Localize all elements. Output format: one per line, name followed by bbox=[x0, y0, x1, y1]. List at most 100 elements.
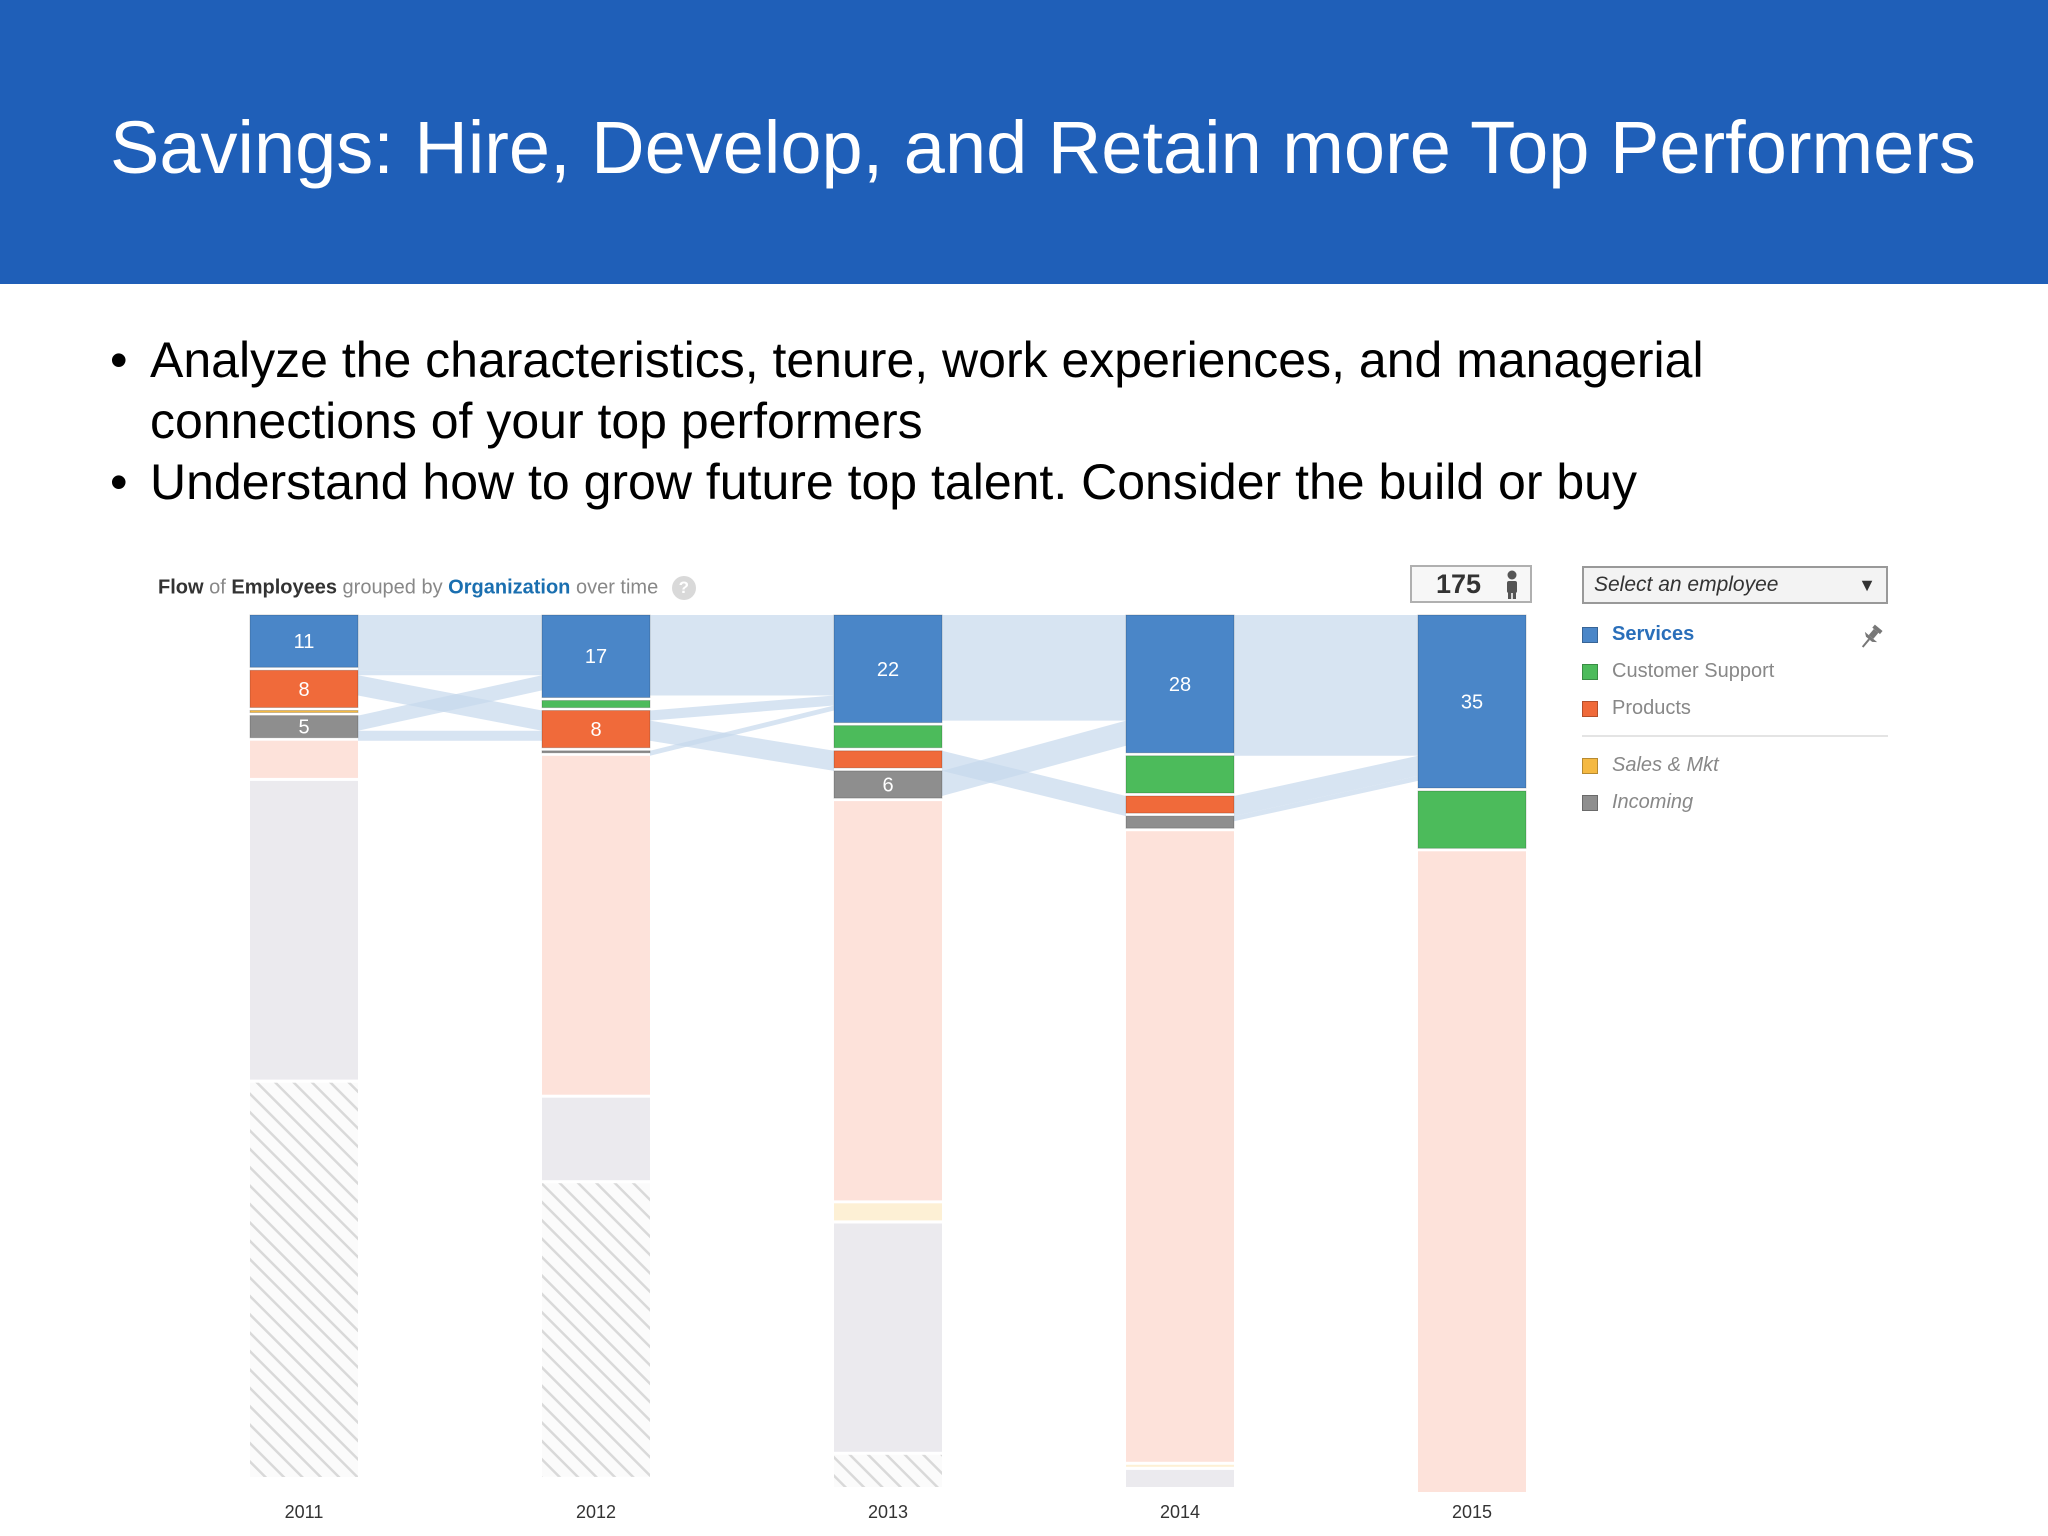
x-tick-label: 2015 bbox=[1452, 1502, 1492, 1522]
help-icon[interactable]: ? bbox=[671, 576, 696, 600]
bar-segment-customer-support-2013[interactable] bbox=[833, 725, 943, 749]
flow-band[interactable] bbox=[650, 615, 834, 696]
bar-value-label: 11 bbox=[294, 631, 315, 653]
bar-segment-products-2012[interactable] bbox=[542, 755, 650, 1095]
bullet-dot: • bbox=[110, 454, 128, 510]
bar-value-label: 8 bbox=[298, 679, 309, 701]
bullet-text: Understand how to grow future top talent… bbox=[150, 454, 1637, 510]
bar-segment-products-2015[interactable] bbox=[1418, 851, 1526, 1492]
bar-segment-incoming-2013[interactable] bbox=[833, 770, 943, 799]
total-count: 175 bbox=[1436, 569, 1482, 599]
employee-select-label: Select an employee bbox=[1594, 573, 1779, 596]
bar-segment-not-yet-hired-2012[interactable] bbox=[542, 1183, 650, 1477]
flow-band[interactable] bbox=[358, 615, 542, 671]
bullet-dot: • bbox=[110, 332, 128, 388]
bar-segment-sales-mkt-2014[interactable] bbox=[1126, 1464, 1234, 1467]
bar-segment-incoming-2012[interactable] bbox=[542, 1097, 650, 1181]
bar-segment-incoming-2011[interactable] bbox=[250, 780, 358, 1080]
legend-label: Customer Support bbox=[1612, 660, 1775, 682]
legend-item-incoming[interactable]: Incoming bbox=[1582, 784, 1888, 821]
flow-band[interactable] bbox=[1234, 755, 1418, 817]
legend-swatch bbox=[1582, 664, 1598, 680]
legend-item-sales-mkt[interactable]: Sales & Mkt bbox=[1582, 747, 1888, 784]
bar-value-label: 22 bbox=[877, 659, 899, 681]
legend: Services Customer Support Products Sales… bbox=[1582, 616, 1888, 821]
chevron-down-icon: ▼ bbox=[1858, 575, 1876, 595]
bar-segment-products-2014[interactable] bbox=[1126, 831, 1234, 1462]
legend-swatch bbox=[1582, 627, 1598, 643]
bar-segment-products-2011[interactable] bbox=[249, 669, 359, 708]
total-count-badge: 175 bbox=[1410, 565, 1532, 603]
bar-segment-incoming-2014[interactable] bbox=[1125, 815, 1235, 829]
bar-segment-sales-mkt-2013[interactable] bbox=[834, 1203, 942, 1221]
bar-segment-customer-support-2015[interactable] bbox=[1417, 790, 1527, 849]
employee-select[interactable]: Select an employee ▼ bbox=[1582, 566, 1888, 604]
heading-word: of bbox=[209, 576, 226, 599]
bar-segment-customer-support-2014[interactable] bbox=[1125, 755, 1235, 794]
bar-segment-products-2013[interactable] bbox=[833, 750, 943, 769]
legend-item-services[interactable]: Services bbox=[1582, 616, 1888, 653]
legend-item-customer-support[interactable]: Customer Support bbox=[1582, 653, 1888, 690]
bar-segment-incoming-2012[interactable] bbox=[541, 750, 651, 754]
bar-segment-products-2012[interactable] bbox=[541, 710, 651, 749]
x-tick-label: 2013 bbox=[868, 1502, 908, 1522]
legend-swatch bbox=[1582, 795, 1598, 811]
bar-segment-not-yet-hired-2011[interactable] bbox=[250, 1082, 358, 1477]
legend-label: Incoming bbox=[1612, 791, 1694, 813]
flow-band[interactable] bbox=[358, 670, 542, 676]
bar-segment-services-2011[interactable] bbox=[249, 614, 359, 668]
slide-header: Savings: Hire, Develop, and Retain more … bbox=[0, 0, 2048, 284]
legend-swatch bbox=[1582, 701, 1598, 717]
bar-segment-services-2014[interactable] bbox=[1125, 614, 1235, 754]
bar-value-label: 17 bbox=[585, 646, 607, 668]
bar-value-label: 8 bbox=[590, 719, 601, 741]
flow-band[interactable] bbox=[650, 705, 834, 756]
bar-segment-services-2013[interactable] bbox=[833, 614, 943, 724]
bullet-text: Analyze the characteristics, tenure, wor… bbox=[150, 332, 1704, 449]
x-tick-label: 2014 bbox=[1160, 1502, 1200, 1522]
person-icon bbox=[1507, 570, 1517, 599]
bar-value-label: 35 bbox=[1461, 692, 1483, 714]
x-tick-label: 2011 bbox=[285, 1502, 324, 1522]
bar-segment-sales-mkt-2011[interactable] bbox=[249, 710, 359, 713]
x-tick-label: 2012 bbox=[576, 1502, 616, 1522]
bar-segment-incoming-2011[interactable] bbox=[249, 715, 359, 739]
flow-band[interactable] bbox=[1234, 615, 1418, 756]
pin-icon[interactable] bbox=[1856, 622, 1886, 652]
bar-value-label: 5 bbox=[298, 717, 309, 739]
flow-band[interactable] bbox=[650, 695, 834, 721]
bar-segment-customer-support-2012[interactable] bbox=[541, 700, 651, 709]
flow-band[interactable] bbox=[1234, 775, 1418, 822]
heading-word: Flow bbox=[158, 576, 204, 599]
bar-segment-incoming-2014[interactable] bbox=[1126, 1469, 1234, 1487]
chart-heading: Flow of Employees grouped by Organizatio… bbox=[158, 576, 696, 600]
bullet-list: • Analyze the characteristics, tenure, wo… bbox=[110, 330, 1970, 513]
flow-band[interactable] bbox=[942, 615, 1126, 721]
legend-divider bbox=[1582, 735, 1888, 737]
flow-band[interactable] bbox=[358, 730, 542, 741]
bar-segment-not-yet-hired-2013[interactable] bbox=[834, 1454, 942, 1487]
bar-segment-services-2012[interactable] bbox=[541, 614, 651, 698]
bullet-item: • Analyze the characteristics, tenure, wo… bbox=[110, 330, 1970, 452]
slide-title: Savings: Hire, Develop, and Retain more … bbox=[110, 106, 1976, 189]
grouping-link[interactable]: Organization bbox=[448, 576, 571, 599]
bar-segment-incoming-2013[interactable] bbox=[834, 1223, 942, 1452]
flow-band[interactable] bbox=[358, 675, 542, 731]
legend-label: Services bbox=[1612, 623, 1695, 645]
bar-segment-products-2011[interactable] bbox=[250, 740, 358, 778]
heading-word: grouped by bbox=[342, 576, 443, 599]
bullet-item: • Understand how to grow future top talen… bbox=[110, 452, 1970, 513]
legend-item-products[interactable]: Products bbox=[1582, 690, 1888, 727]
legend-label: Sales & Mkt bbox=[1612, 754, 1719, 776]
bar-segment-products-2014[interactable] bbox=[1125, 795, 1235, 814]
legend-swatch bbox=[1582, 758, 1598, 774]
heading-word: Employees bbox=[231, 576, 337, 599]
bar-value-label: 28 bbox=[1169, 674, 1191, 696]
bar-segment-services-2015[interactable] bbox=[1417, 614, 1527, 789]
bar-value-label: 6 bbox=[882, 775, 893, 797]
flow-band[interactable] bbox=[650, 720, 834, 771]
bar-segment-products-2013[interactable] bbox=[834, 801, 942, 1201]
flow-band[interactable] bbox=[942, 720, 1126, 796]
heading-word: over time bbox=[575, 576, 659, 599]
